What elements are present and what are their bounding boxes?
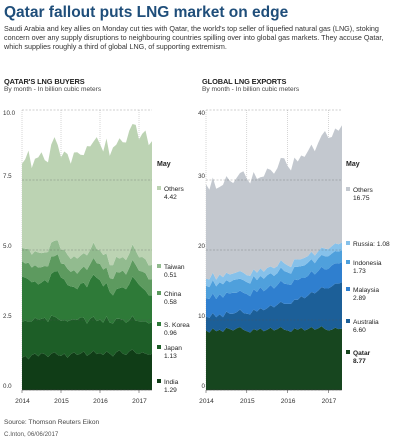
buyers-area-india — [22, 349, 152, 390]
exports-legend-name-australia: Australia — [353, 319, 379, 326]
exports-legend-swatch-others — [346, 187, 350, 191]
exports-legend-name-others: Others — [353, 187, 373, 194]
buyers-xtick-label: 2015 — [54, 398, 69, 405]
exports-legend-name-qatar: Qatar — [353, 350, 371, 357]
exports-legend-swatch-australia — [346, 319, 350, 323]
intro-text: Saudi Arabia and key allies on Monday cu… — [4, 24, 384, 51]
buyers-legend-name-japan: Japan — [164, 345, 182, 352]
buyers-legend-swatch-india — [157, 379, 161, 383]
buyers-legend-value-india: 1.29 — [164, 387, 177, 394]
buyers-legend-value-taiwan: 0.51 — [164, 272, 177, 279]
buyers-area-japan — [22, 315, 152, 360]
exports-chart-title: GLOBAL LNG EXPORTS — [202, 77, 287, 86]
buyers-xtick-label: 2014 — [15, 398, 30, 405]
exports-legend-swatch-qatar — [346, 350, 350, 354]
exports-legend-value-australia: 6.60 — [353, 327, 366, 334]
buyers-chart-subtitle: By month - In billion cubic meters — [4, 86, 102, 93]
exports-area-russia — [206, 242, 342, 288]
buyers-legend-value-china: 0.58 — [164, 299, 177, 306]
exports-may-label: May — [346, 161, 360, 168]
buyers-xtick-label: 2016 — [93, 398, 108, 405]
buyers-legend-name-india: India — [164, 379, 179, 386]
buyers-area-s-korea — [22, 271, 152, 324]
buyers-ytick-label: 10.0 — [3, 110, 16, 117]
buyers-legend-value-others: 4.42 — [164, 194, 177, 201]
exports-xtick-label: 2014 — [199, 398, 214, 405]
exports-area-malaysia — [206, 262, 342, 318]
buyers-area-others — [22, 124, 152, 266]
buyers-legend-swatch-s-korea — [157, 322, 161, 326]
buyers-legend-swatch-japan — [157, 345, 161, 349]
page-title: Qatar fallout puts LNG market on edge — [4, 4, 289, 21]
buyers-ytick-label: 0.0 — [3, 383, 12, 390]
exports-legend-swatch-indonesia — [346, 260, 350, 264]
exports-area-indonesia — [206, 250, 342, 299]
exports-legend-swatch-malaysia — [346, 287, 350, 291]
exports-ytick-label: 0 — [202, 383, 206, 390]
buyers-ytick-label: 5.0 — [3, 243, 12, 250]
exports-xtick-label: 2016 — [281, 398, 296, 405]
exports-legend-value-malaysia: 2.89 — [353, 295, 366, 302]
exports-chart-subtitle: By month - In billion cubic meters — [202, 86, 300, 93]
buyers-legend-swatch-china — [157, 291, 161, 295]
exports-area-qatar — [206, 326, 342, 390]
exports-legend-label-russia: Russia: 1.08 — [353, 241, 390, 248]
exports-legend-value-qatar: 8.77 — [353, 358, 366, 365]
buyers-legend-name-china: China — [164, 291, 182, 298]
buyers-legend-swatch-taiwan — [157, 264, 161, 268]
exports-xtick-label: 2017 — [322, 398, 337, 405]
buyers-chart-title: QATAR'S LNG BUYERS — [4, 77, 85, 86]
exports-legend-value-indonesia: 1.73 — [353, 268, 366, 275]
buyers-legend-name-taiwan: Taiwan — [164, 264, 185, 271]
credit-note: C.Inton, 06/06/2017 — [4, 431, 59, 438]
exports-legend-swatch-russia — [346, 241, 350, 245]
buyers-legend-name-s-korea: S. Korea — [164, 322, 190, 329]
exports-ytick-label: 10 — [198, 313, 205, 320]
buyers-area-china — [22, 254, 152, 296]
exports-legend-name-indonesia: Indonesia — [353, 260, 382, 267]
exports-legend-name-malaysia: Malaysia — [353, 287, 379, 294]
exports-legend-value-others: 16.75 — [353, 195, 370, 202]
buyers-ytick-label: 7.5 — [3, 173, 12, 180]
exports-ytick-label: 20 — [198, 243, 205, 250]
buyers-xtick-label: 2017 — [132, 398, 147, 405]
source-note: Source: Thomson Reuters Eikon — [4, 419, 100, 426]
buyers-legend-name-others: Others — [164, 186, 184, 193]
exports-ytick-label: 30 — [198, 173, 205, 180]
exports-xtick-label: 2015 — [240, 398, 255, 405]
buyers-legend-value-s-korea: 0.96 — [164, 330, 177, 337]
buyers-legend-value-japan: 1.13 — [164, 353, 177, 360]
buyers-ytick-label: 2.5 — [3, 313, 12, 320]
buyers-may-label: May — [157, 161, 171, 168]
exports-area-others — [206, 125, 342, 280]
exports-ytick-label: 40 — [198, 110, 205, 117]
buyers-legend-swatch-others — [157, 186, 161, 190]
